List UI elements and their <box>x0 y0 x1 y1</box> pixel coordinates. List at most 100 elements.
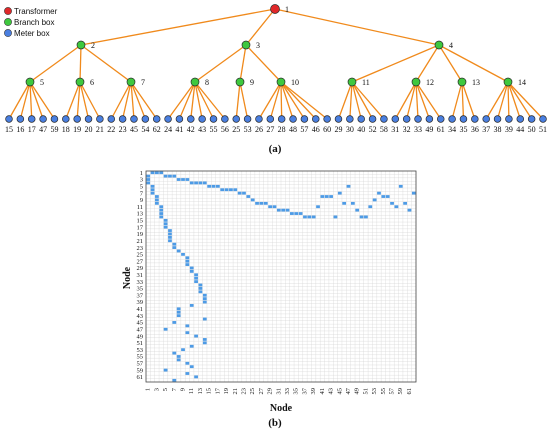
matrix-cell <box>189 365 194 369</box>
meter-box-label: 30 <box>346 125 354 134</box>
matrix-cell <box>390 201 394 205</box>
tree-edge <box>337 81 353 120</box>
matrix-cell <box>185 263 190 266</box>
tree-edge <box>415 44 440 83</box>
x-tick-label: 3 <box>153 388 160 391</box>
meter-box-node <box>96 115 104 123</box>
meter-box-node <box>482 115 490 123</box>
y-tick-label: 19 <box>137 231 144 238</box>
meter-box-label: 39 <box>505 125 513 134</box>
matrix-cell <box>220 188 225 192</box>
matrix-y-axis-label: Node <box>122 266 133 289</box>
y-tick-label: 27 <box>137 258 144 265</box>
branch-box-label: 14 <box>518 78 526 87</box>
legend-transformer-label: Transformer <box>14 7 58 16</box>
tree-edge <box>79 81 90 120</box>
meter-box-label: 19 <box>73 125 81 134</box>
matrix-cell <box>150 171 155 175</box>
y-tick-label: 41 <box>137 306 144 313</box>
x-tick-label: 15 <box>206 388 213 395</box>
tree-edge <box>461 81 476 120</box>
tree-edge <box>79 44 82 83</box>
meter-box-node <box>164 115 172 123</box>
branch-box-label: 13 <box>472 78 480 87</box>
tree-edge <box>29 44 82 83</box>
matrix-cell <box>320 195 325 198</box>
branch-box-label: 12 <box>426 78 434 87</box>
matrix-cell <box>294 212 299 215</box>
meter-box-node <box>414 115 422 123</box>
x-tick-label: 25 <box>249 388 256 395</box>
y-tick-label: 23 <box>137 245 144 252</box>
meter-box-label: 40 <box>357 125 365 134</box>
matrix-cell <box>176 314 181 318</box>
y-tick-label: 21 <box>137 238 144 245</box>
meter-box-label: 41 <box>175 125 183 134</box>
meter-box-label: 62 <box>153 125 161 134</box>
meter-box-label: 44 <box>516 125 524 134</box>
matrix-cell <box>150 184 155 188</box>
meter-box-label: 15 <box>5 125 13 134</box>
y-tick-label: 3 <box>140 177 143 184</box>
matrix-cell <box>146 178 151 181</box>
meter-box-node <box>459 115 468 123</box>
matrix-cell <box>194 273 198 277</box>
y-tick-label: 59 <box>137 367 144 374</box>
meter-box-label: 57 <box>300 125 308 134</box>
tree-edge <box>507 81 521 120</box>
tree-nodes <box>5 4 547 123</box>
meter-box-node <box>380 115 388 123</box>
matrix-cell <box>394 205 399 209</box>
matrix-cell <box>337 191 342 195</box>
x-tick-label: 27 <box>258 387 265 394</box>
branch-box-label: 8 <box>205 78 209 87</box>
branch-box-node <box>235 77 245 87</box>
x-tick-label: 41 <box>319 388 326 395</box>
matrix-cell <box>385 195 390 198</box>
branch-box-node <box>25 77 35 87</box>
tree-edge <box>29 81 33 120</box>
meter-box-label: 38 <box>494 125 502 134</box>
matrix-cell <box>194 375 198 379</box>
meter-box-node <box>402 115 411 123</box>
matrix-cell <box>168 239 172 243</box>
meter-box-label: 36 <box>471 125 479 134</box>
x-tick-label: 17 <box>214 387 221 394</box>
tree-edge <box>438 44 509 83</box>
tree-edge <box>349 81 353 120</box>
matrix-cell <box>176 178 181 181</box>
branch-box-label: 9 <box>250 78 254 87</box>
tree-edge <box>496 81 509 120</box>
meter-box-node <box>118 115 127 123</box>
meter-box-label: 53 <box>244 125 252 134</box>
matrix-cell <box>364 215 368 219</box>
matrix-cell <box>303 215 307 219</box>
tree-edge <box>190 81 196 120</box>
meter-box-node <box>107 115 116 123</box>
matrix-cell <box>250 198 255 202</box>
tree-edge <box>194 44 247 83</box>
matrix-cell <box>176 310 181 314</box>
matrix-cell <box>403 201 407 205</box>
tree-edge <box>280 81 294 120</box>
meter-box-label: 61 <box>437 125 445 134</box>
matrix-cell <box>263 201 268 205</box>
meter-box-label: 29 <box>334 125 342 134</box>
matrix-cell <box>176 249 181 253</box>
x-tick-label: 59 <box>397 388 404 395</box>
tree-edge <box>130 81 135 120</box>
tree-edge <box>76 81 81 120</box>
branch-box-node <box>276 77 286 87</box>
tree-edge <box>8 81 31 120</box>
matrix-cell <box>407 208 412 212</box>
matrix-cell <box>185 256 190 260</box>
tree-edge <box>239 44 247 83</box>
legend-transformer-marker <box>4 7 12 15</box>
meter-box-label: 17 <box>28 125 36 134</box>
matrix-cell <box>181 252 185 256</box>
branch-box-label: 11 <box>362 78 370 87</box>
matrix-cell <box>316 205 320 209</box>
x-tick-label: 7 <box>171 387 178 391</box>
matrix-cell <box>163 218 168 222</box>
tree-edge <box>280 81 328 120</box>
